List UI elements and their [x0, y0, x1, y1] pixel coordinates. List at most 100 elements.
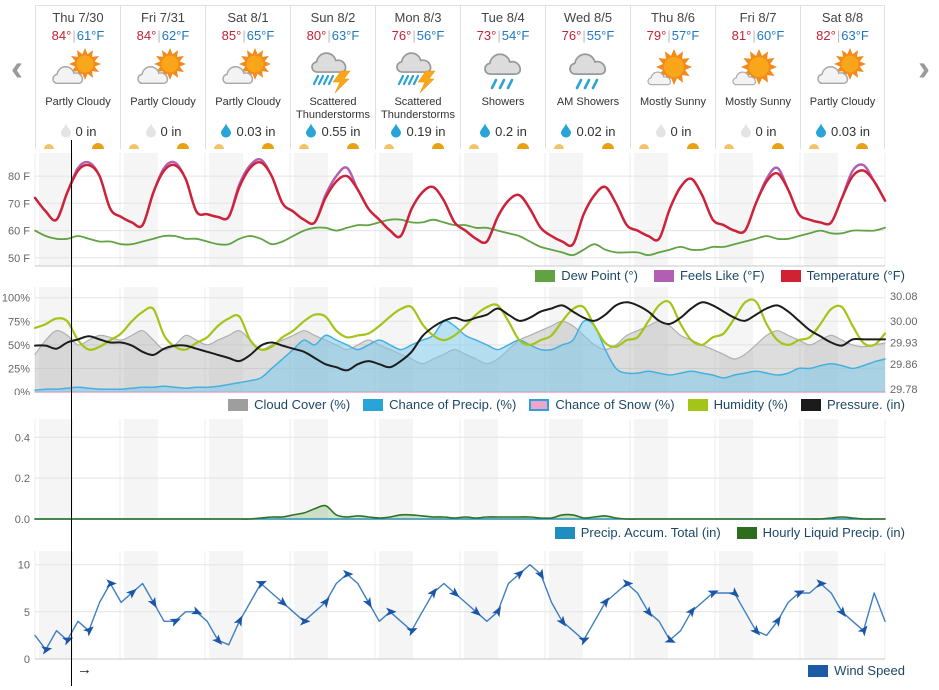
temp-separator: |: [157, 28, 161, 43]
temp-separator: |: [412, 28, 416, 43]
legend-item-wind-speed[interactable]: Wind Speed: [808, 663, 905, 678]
weather-icon-mostly-sunny: [728, 44, 788, 95]
day-card[interactable]: Tue 8/4 73°|54°F Showers 0.2 in: [460, 6, 545, 149]
day-card[interactable]: Wed 8/5 76°|55°F AM Showers 0.02 in: [545, 6, 630, 149]
partly-cloudy-glyph: [222, 47, 271, 84]
weather-icon-scattered-thunderstorms: [303, 44, 363, 95]
legend-item-temperature-f[interactable]: Temperature (°F): [780, 268, 905, 283]
temp-separator: |: [582, 28, 586, 43]
day-date: Fri 7/31: [140, 10, 186, 25]
legend-label: Dew Point (°): [561, 268, 638, 283]
y-axis-tick: 0.2: [15, 473, 30, 485]
sunset-icon: [772, 143, 784, 149]
condition-label: Showers: [481, 96, 525, 109]
sunset-icon: [517, 143, 529, 149]
temp-separator: |: [72, 28, 76, 43]
y-axis-tick: 0: [24, 654, 30, 663]
thunderstorm-glyph: [311, 51, 351, 93]
legend-label: Pressure. (in): [826, 397, 905, 412]
day-temps: 81°|60°F: [732, 27, 785, 44]
condition-label: Partly Cloudy: [45, 96, 111, 109]
day-card[interactable]: Fri 8/7 81°|60°F Mostly Sunny 0 in: [715, 6, 800, 149]
legend-label: Chance of Precip. (%): [389, 397, 517, 412]
low-temp: 63°F: [841, 28, 869, 43]
temp-separator: |: [836, 28, 841, 43]
sunset-icon: [347, 143, 359, 149]
temp-separator: |: [242, 28, 246, 43]
day-card[interactable]: Fri 7/31 84°|62°F Partly Cloudy 0 in: [120, 6, 205, 149]
day-card[interactable]: Sun 8/2 80°|63°F Scattered Thunderstorms 0.…: [290, 6, 375, 149]
precip-amount: 0.2 in: [495, 124, 527, 139]
weather-icon-partly-cloudy: [48, 44, 108, 95]
mostly-sunny-glyph: [647, 48, 692, 85]
day-card[interactable]: Sat 8/1 85°|65°F Partly Cloudy 0.03 in: [205, 6, 290, 149]
precipitation-chart: 0.4 0.2 0.0: [15, 419, 886, 523]
legend-item-humidity[interactable]: Humidity (%): [687, 397, 788, 412]
high-temp: 76°: [561, 28, 582, 43]
low-temp: 61°F: [76, 28, 105, 43]
low-temp: 63°F: [331, 28, 360, 43]
sunrise-icon: [724, 144, 734, 149]
legend-label: Cloud Cover (%): [254, 397, 351, 412]
sunset-icon: [177, 143, 189, 149]
legend-item-chance-of-precip[interactable]: Chance of Precip. (%): [363, 397, 516, 412]
precip-droplet-icon: [306, 122, 317, 138]
legend-item-feels-like-f[interactable]: Feels Like (°F): [653, 268, 765, 283]
legend-item-pressure-in[interactable]: Pressure. (in): [800, 397, 905, 412]
thunderstorm-glyph: [396, 51, 436, 93]
partly-cloudy-glyph: [137, 47, 186, 84]
am-showers-glyph: [569, 53, 607, 89]
droplet-icon: [479, 122, 491, 141]
day-card[interactable]: Thu 8/6 79°|57°F Mostly Sunny 0 in: [630, 6, 715, 149]
day-date: Sat 8/8: [821, 10, 864, 25]
legend-swatch-pressure-in: [800, 398, 821, 411]
prev-days-button[interactable]: ‹: [11, 47, 23, 88]
sun-times-row: [291, 140, 375, 149]
day-card[interactable]: Sat 8/8 82°|63°F Partly Cloudy 0.03 in: [800, 6, 885, 149]
precip-amount: 0.55 in: [321, 124, 361, 139]
low-temp: 65°F: [246, 28, 275, 43]
y-axis-tick: 5: [24, 607, 30, 619]
sun-times-row: [121, 140, 205, 149]
sun-times-row: [801, 140, 884, 149]
weather-icon-am-showers: [558, 44, 618, 95]
precip-amount: 0 in: [755, 124, 777, 139]
condition-label: Partly Cloudy: [809, 96, 876, 109]
legend-item-precip-accum-total-in[interactable]: Precip. Accum. Total (in): [554, 525, 721, 540]
sunrise-icon: [44, 144, 54, 149]
legend-item-chance-of-snow[interactable]: Chance of Snow (%): [529, 397, 675, 412]
day-temps: 76°|55°F: [562, 27, 615, 44]
low-temp: 60°F: [756, 28, 785, 43]
condition-label: AM Showers: [556, 96, 620, 109]
sun-times-row: [716, 140, 800, 149]
precip-row: 0.02 in: [560, 122, 616, 140]
day-date: Sun 8/2: [310, 10, 356, 25]
legend-item-cloud-cover[interactable]: Cloud Cover (%): [228, 397, 350, 412]
day-card[interactable]: Mon 8/3 76°|56°F Scattered Thunderstorms 0.…: [375, 6, 460, 149]
day-date: Thu 8/6: [650, 10, 696, 25]
precipitation-legend: Precip. Accum. Total (in) Hourly Liquid P…: [0, 525, 905, 540]
precip-droplet-icon: [561, 122, 572, 138]
droplet-icon: [220, 122, 232, 141]
legend-item-dew-point[interactable]: Dew Point (°): [535, 268, 638, 283]
y-axis-tick: 50%: [8, 340, 30, 352]
y-axis-right-tick: 29.78: [890, 384, 918, 395]
pan-right-arrow[interactable]: →: [77, 661, 92, 678]
day-date: Wed 8/5: [563, 10, 613, 25]
next-days-button[interactable]: ›: [918, 47, 930, 88]
y-axis-right-tick: 29.93: [890, 338, 918, 350]
temp-separator: |: [327, 28, 331, 43]
precip-droplet-icon: [60, 122, 71, 138]
high-temp: 73°: [476, 28, 497, 43]
temperature-legend: Dew Point (°) Feels Like (°F) Temperature …: [0, 268, 905, 283]
low-temp: 56°F: [416, 28, 445, 43]
legend-item-hourly-liquid-precip-in[interactable]: Hourly Liquid Precip. (in): [736, 525, 905, 540]
now-marker-line: [71, 140, 72, 686]
sun-times-row: [36, 140, 120, 149]
precip-row: 0.55 in: [305, 122, 361, 140]
condition-label: Scattered Thunderstorms: [381, 96, 455, 122]
sun-times-row: [546, 140, 630, 149]
day-card[interactable]: Thu 7/30 84°|61°F Partly Cloudy 0 in: [35, 6, 120, 149]
condition-label: Mostly Sunny: [639, 96, 707, 109]
legend-swatch-chance-of-precip: [363, 398, 384, 411]
